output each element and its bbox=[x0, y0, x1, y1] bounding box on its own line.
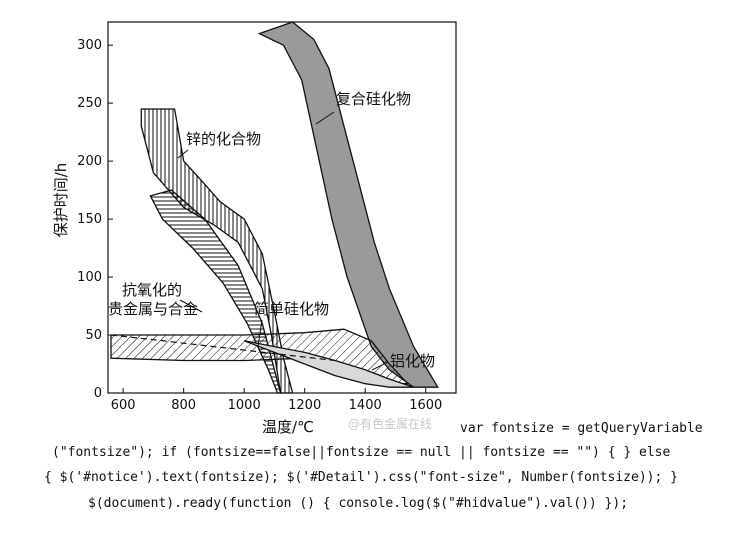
label-noble-metals-line1: 抗氧化的 bbox=[122, 281, 182, 299]
x-tick-label: 1200 bbox=[288, 398, 321, 413]
label-simple-silicides: 简单硅化物 bbox=[254, 300, 329, 318]
label-zinc-compounds: 锌的化合物 bbox=[186, 130, 261, 148]
region-5 bbox=[243, 340, 414, 388]
x-tick-label: 800 bbox=[171, 398, 196, 413]
y-tick-label: 0 bbox=[94, 386, 102, 401]
code-line-2: ("fontsize"); if (fontsize==false||fonts… bbox=[52, 445, 671, 460]
code-line-4: $(document).ready(function () { console.… bbox=[88, 496, 629, 511]
label-composite-silicides: 复合硅化物 bbox=[336, 90, 411, 108]
x-tick-label: 1000 bbox=[228, 398, 261, 413]
leader-zinc-compounds bbox=[177, 149, 189, 159]
code-line-3: { $('#notice').text(fontsize); $('#Detai… bbox=[44, 470, 678, 485]
x-axis-title: 温度/℃ bbox=[262, 418, 314, 436]
y-tick-label: 150 bbox=[77, 212, 102, 227]
plot-area bbox=[110, 21, 439, 394]
watermark-text: @有色金属在线 bbox=[348, 416, 432, 431]
y-tick-label: 250 bbox=[77, 96, 102, 111]
plot-frame bbox=[107, 21, 457, 394]
x-tick-label: 1600 bbox=[409, 398, 442, 413]
leader-composite-silicides bbox=[315, 111, 335, 125]
y-axis-title: 保护时间/h bbox=[52, 163, 70, 238]
y-tick-label: 300 bbox=[77, 38, 102, 53]
code-line-1: var fontsize = getQueryVariable bbox=[460, 421, 703, 436]
label-aluminides: 铝化物 bbox=[390, 352, 435, 370]
leader-aluminides bbox=[371, 361, 389, 371]
dashed-boundary-line bbox=[110, 334, 336, 362]
leader-simple-silicides bbox=[257, 319, 263, 347]
y-tick-label: 200 bbox=[77, 154, 102, 169]
region-1 bbox=[257, 21, 439, 388]
y-tick-label: 100 bbox=[77, 270, 102, 285]
label-noble-metals-line2: 贵金属与合金 bbox=[108, 300, 198, 318]
y-tick-label: 50 bbox=[85, 328, 102, 343]
x-tick-label: 1400 bbox=[349, 398, 382, 413]
leader-noble-metals bbox=[179, 299, 203, 313]
x-tick-label: 600 bbox=[111, 398, 136, 413]
axes: 600 800 1000 1200 1400 1600 0 50 100 150 200 250 300… bbox=[52, 21, 457, 436]
